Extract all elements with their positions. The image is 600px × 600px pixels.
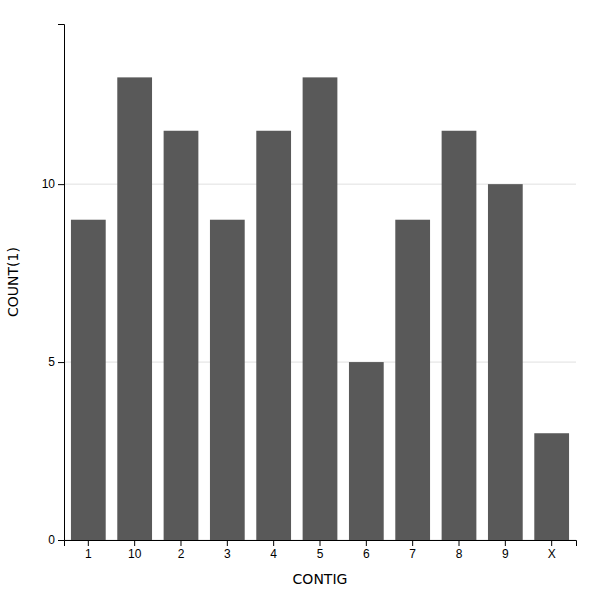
x-tick-mark bbox=[412, 540, 413, 546]
y-tick-mark bbox=[58, 184, 64, 185]
bar bbox=[256, 131, 291, 540]
bar bbox=[395, 220, 430, 540]
x-tick-mark bbox=[366, 540, 367, 546]
y-tick-mark bbox=[58, 362, 64, 363]
y-tick: 10 bbox=[42, 177, 64, 191]
bar bbox=[164, 131, 199, 540]
plot-area: 0 5 10 1 10 2 3 4 5 6 7 8 9 X bbox=[42, 25, 577, 561]
bar bbox=[71, 220, 106, 540]
x-axis-line bbox=[65, 541, 577, 547]
x-tick-mark bbox=[227, 540, 228, 546]
x-tick: 3 bbox=[224, 540, 231, 561]
x-tick: 6 bbox=[363, 540, 370, 561]
x-axis-title: CONTIG bbox=[293, 571, 348, 587]
y-tick: 5 bbox=[48, 355, 64, 369]
x-tick-mark bbox=[180, 540, 181, 546]
x-tick-label: 6 bbox=[363, 547, 370, 561]
y-tick-label: 10 bbox=[42, 177, 56, 191]
chart-container: 0 5 10 1 10 2 3 4 5 6 7 8 9 X CONTIG COUNT(1) bbox=[0, 0, 600, 600]
bar bbox=[303, 77, 338, 540]
x-tick-label: 7 bbox=[409, 547, 416, 561]
x-tick-label: 5 bbox=[317, 547, 324, 561]
bar bbox=[349, 362, 384, 540]
x-tick-mark bbox=[505, 540, 506, 546]
y-axis-title: COUNT(1) bbox=[5, 247, 21, 317]
bars bbox=[71, 77, 569, 540]
y-tick-label: 5 bbox=[48, 355, 55, 369]
x-tick-label: 4 bbox=[270, 547, 277, 561]
chart-svg: 0 5 10 1 10 2 3 4 5 6 7 8 9 X CONTIG COUNT(1) bbox=[0, 0, 600, 600]
bar bbox=[534, 433, 569, 540]
bar bbox=[442, 131, 477, 540]
x-tick-label: X bbox=[548, 547, 556, 561]
y-tick-mark bbox=[58, 540, 64, 541]
bar bbox=[488, 184, 523, 540]
y-tick: 0 bbox=[48, 533, 64, 547]
x-tick: 5 bbox=[317, 540, 324, 561]
x-tick: 9 bbox=[502, 540, 509, 561]
x-tick-label: 10 bbox=[128, 547, 142, 561]
x-tick: 7 bbox=[409, 540, 416, 561]
x-tick: 1 bbox=[85, 540, 92, 561]
x-tick-label: 9 bbox=[502, 547, 509, 561]
bar bbox=[210, 220, 245, 540]
x-tick-mark bbox=[320, 540, 321, 546]
x-tick-mark bbox=[551, 540, 552, 546]
x-tick: 8 bbox=[456, 540, 463, 561]
x-tick-mark bbox=[134, 540, 135, 546]
y-axis-line bbox=[58, 25, 65, 541]
x-tick-mark bbox=[459, 540, 460, 546]
y-tick-label: 0 bbox=[48, 533, 55, 547]
x-tick-label: 3 bbox=[224, 547, 231, 561]
x-tick-mark bbox=[88, 540, 89, 546]
x-tick: 10 bbox=[128, 540, 142, 561]
x-tick-label: 8 bbox=[456, 547, 463, 561]
y-axis: 0 5 10 bbox=[42, 25, 65, 548]
x-tick-label: 2 bbox=[178, 547, 185, 561]
x-tick: 4 bbox=[270, 540, 277, 561]
bar bbox=[117, 77, 152, 540]
x-tick-mark bbox=[273, 540, 274, 546]
x-tick-label: 1 bbox=[85, 547, 92, 561]
x-tick: X bbox=[548, 540, 556, 561]
x-axis: 1 10 2 3 4 5 6 7 8 9 X bbox=[65, 540, 577, 561]
x-tick: 2 bbox=[178, 540, 185, 561]
